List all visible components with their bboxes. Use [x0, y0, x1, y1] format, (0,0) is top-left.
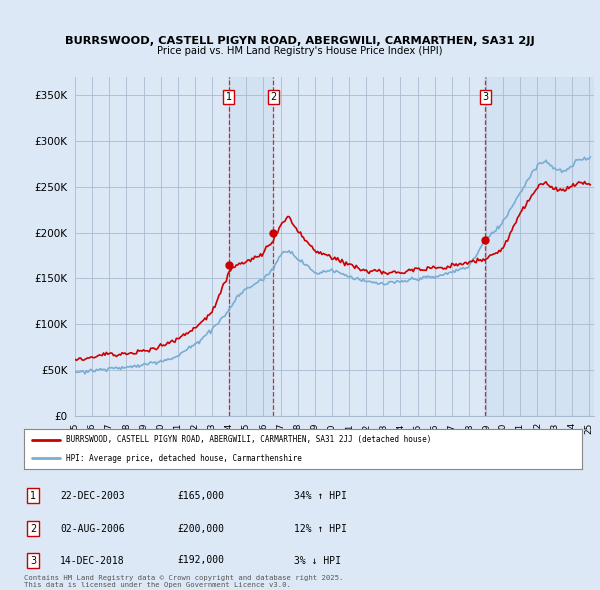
Text: 22-DEC-2003: 22-DEC-2003	[60, 491, 125, 500]
Text: £192,000: £192,000	[177, 556, 224, 565]
Text: £165,000: £165,000	[177, 491, 224, 500]
Text: 2: 2	[270, 92, 277, 102]
Bar	[229, 77, 274, 416]
Text: 3: 3	[482, 92, 488, 102]
Bar	[274, 77, 485, 416]
Bar	[485, 77, 594, 416]
Text: HPI: Average price, detached house, Carmarthenshire: HPI: Average price, detached house, Carm…	[66, 454, 302, 463]
Text: BURRSWOOD, CASTELL PIGYN ROAD, ABERGWILI, CARMARTHEN, SA31 2JJ: BURRSWOOD, CASTELL PIGYN ROAD, ABERGWILI…	[65, 36, 535, 46]
Text: 02-AUG-2006: 02-AUG-2006	[60, 524, 125, 533]
Text: 1: 1	[226, 92, 232, 102]
Text: 2: 2	[30, 524, 36, 533]
Text: Price paid vs. HM Land Registry's House Price Index (HPI): Price paid vs. HM Land Registry's House …	[157, 46, 443, 56]
Text: 34% ↑ HPI: 34% ↑ HPI	[294, 491, 347, 500]
Text: 1: 1	[30, 491, 36, 500]
Text: BURRSWOOD, CASTELL PIGYN ROAD, ABERGWILI, CARMARTHEN, SA31 2JJ (detached house): BURRSWOOD, CASTELL PIGYN ROAD, ABERGWILI…	[66, 435, 431, 444]
Text: 3: 3	[30, 556, 36, 565]
Text: 12% ↑ HPI: 12% ↑ HPI	[294, 524, 347, 533]
Text: 14-DEC-2018: 14-DEC-2018	[60, 556, 125, 565]
Text: Contains HM Land Registry data © Crown copyright and database right 2025.
This d: Contains HM Land Registry data © Crown c…	[24, 575, 343, 588]
Text: £200,000: £200,000	[177, 524, 224, 533]
Text: 3% ↓ HPI: 3% ↓ HPI	[294, 556, 341, 565]
